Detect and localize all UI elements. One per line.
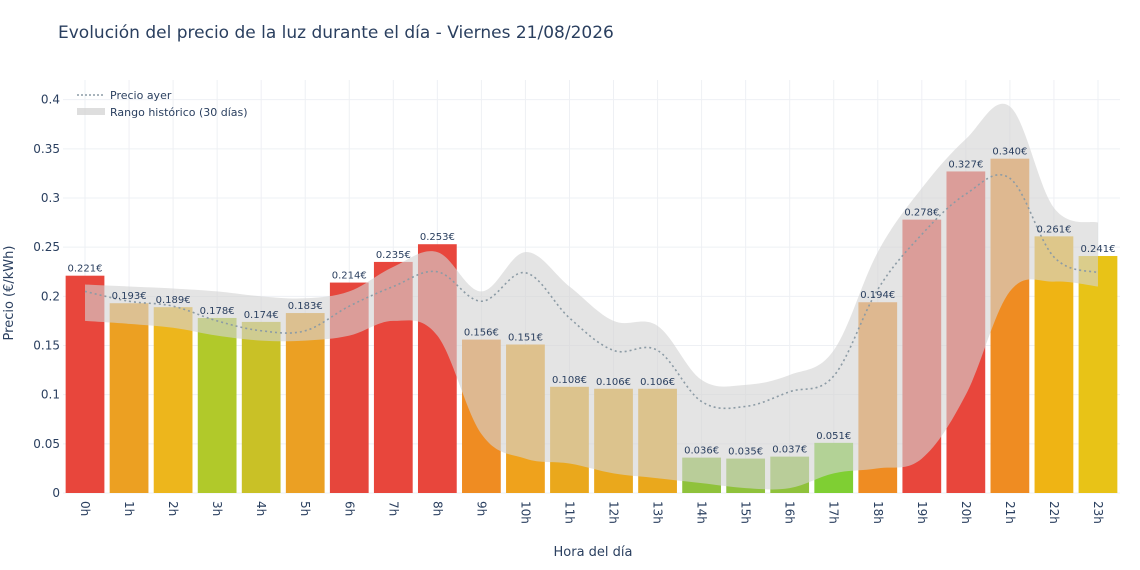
x-tick-label: 5h [298,501,312,516]
x-tick-label: 3h [210,501,224,516]
x-tick-label: 11h [562,501,576,524]
bar-value-label: 0.194€ [860,290,895,301]
x-tick-label: 18h [871,501,885,524]
legend-item-rango-historico[interactable]: Rango histórico (30 días) [110,106,248,119]
x-tick-label: 10h [518,501,532,524]
y-tick-label: 0.15 [33,339,60,353]
chart-title: Evolución del precio de la luz durante e… [58,23,614,43]
bar-23h[interactable] [1078,256,1118,493]
bar-value-label: 0.189€ [156,295,191,306]
bar-value-label: 0.151€ [508,333,543,344]
bar-value-label: 0.340€ [992,147,1027,158]
x-tick-label: 16h [783,501,797,524]
x-axis-ticks: 0h 1h 2h 3h 4h 5h 6h 7h 8h 9h 10h 11h 12h 13h 14h 15h 16… [78,501,1105,524]
x-tick-label: 4h [254,501,268,516]
bar-value-label: 0.183€ [288,301,323,312]
x-tick-label: 8h [430,501,444,516]
bar-value-label: 0.156€ [464,328,499,339]
bar-value-label: 0.261€ [1036,224,1071,235]
legend-item-precio-ayer[interactable]: Precio ayer [110,89,172,102]
bar-value-label: 0.051€ [816,431,851,442]
x-tick-label: 15h [739,501,753,524]
y-tick-label: 0.4 [41,93,60,107]
bar-value-label: 0.106€ [596,377,631,388]
historical-range-layer [85,103,1098,490]
bar-4h[interactable] [241,321,281,493]
bar-value-label: 0.108€ [552,375,587,386]
bar-5h[interactable] [285,313,325,493]
bar-2h[interactable] [153,307,193,493]
bar-labels-layer: 0.221€ 0.193€ 0.189€ 0.178€ 0.174€ 0.183€ 0.21… [68,147,1116,458]
y-tick-label: 0.05 [33,437,60,451]
y-tick-label: 0.1 [41,388,60,402]
y-axis-title: Precio (€/kWh) [2,246,17,341]
x-tick-label: 2h [166,501,180,516]
x-tick-label: 13h [651,501,665,524]
bar-value-label: 0.035€ [728,447,763,458]
y-tick-label: 0.25 [33,240,60,254]
bar-value-label: 0.253€ [420,232,455,243]
x-tick-label: 9h [474,501,488,516]
x-tick-label: 14h [695,501,709,524]
x-tick-label: 22h [1047,501,1061,524]
bar-value-label: 0.106€ [640,377,675,388]
bar-value-label: 0.178€ [200,306,235,317]
bar-value-label: 0.193€ [112,291,147,302]
x-tick-label: 17h [827,501,841,524]
legend[interactable]: Precio ayer Rango histórico (30 días) [77,89,248,119]
x-axis-title: Hora del día [554,545,633,560]
x-tick-label: 21h [1003,501,1017,524]
bar-value-label: 0.221€ [68,264,103,275]
yesterday-price-line [84,173,1099,410]
y-axis-ticks: 0 0.05 0.1 0.15 0.2 0.25 0.3 0.35 0.4 [33,93,60,500]
bar-value-label: 0.037€ [772,445,807,456]
bar-value-label: 0.327€ [948,159,983,170]
historical-range-area [85,103,1098,490]
bar-value-label: 0.235€ [376,250,411,261]
bar-3h[interactable] [197,317,237,493]
x-tick-label: 19h [915,501,929,524]
x-tick-label: 6h [342,501,356,516]
x-tick-label: 23h [1091,501,1105,524]
x-tick-label: 1h [122,501,136,516]
x-tick-label: 12h [607,501,621,524]
y-tick-label: 0.2 [41,289,60,303]
y-tick-label: 0.35 [33,142,60,156]
bar-1h[interactable] [109,303,149,493]
bar-value-label: 0.036€ [684,446,719,457]
bar-value-label: 0.278€ [904,208,939,219]
bar-value-label: 0.241€ [1080,244,1115,255]
bar-value-label: 0.214€ [332,271,367,282]
x-tick-label: 7h [386,501,400,516]
x-tick-label: 20h [959,501,973,524]
x-tick-label: 0h [78,501,92,516]
y-tick-label: 0.3 [41,191,60,205]
bar-value-label: 0.174€ [244,310,279,321]
y-tick-label: 0 [52,486,60,500]
yesterday-line-layer [84,173,1099,410]
legend-range-swatch [77,108,105,115]
